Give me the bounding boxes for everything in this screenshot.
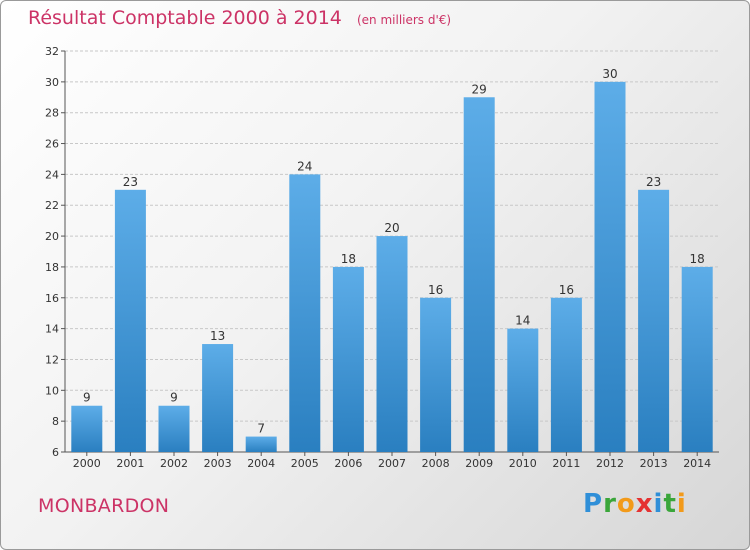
bar: [681, 266, 713, 452]
proxiti-logo: Proxiti: [583, 489, 687, 519]
bar: [158, 405, 190, 452]
x-tick-label: 2005: [291, 457, 319, 470]
data-label: 16: [428, 283, 443, 297]
x-tick-label: 2014: [683, 457, 711, 470]
y-tick-label: 30: [45, 76, 59, 89]
y-tick-label: 8: [52, 415, 59, 428]
data-label: 9: [170, 391, 178, 405]
x-tick-label: 2006: [334, 457, 362, 470]
logo-letter: r: [603, 489, 617, 519]
data-label: 23: [123, 175, 138, 189]
bar: [71, 405, 103, 452]
data-label: 30: [602, 67, 617, 81]
bar: [376, 236, 408, 452]
y-tick-label: 16: [45, 292, 59, 305]
bar: [594, 81, 626, 452]
x-tick-label: 2013: [640, 457, 668, 470]
bar: [463, 97, 495, 453]
data-label: 20: [384, 221, 399, 235]
y-tick-label: 32: [45, 45, 59, 58]
chart-unit-text: (en milliers d'€): [356, 13, 452, 27]
town-name: MONBARDON: [38, 495, 170, 517]
y-tick-label: 24: [45, 168, 59, 181]
x-tick-label: 2004: [247, 457, 275, 470]
x-tick-label: 2009: [465, 457, 493, 470]
x-tick-label: 2010: [509, 457, 537, 470]
x-tick-label: 2003: [204, 457, 232, 470]
chart-title: Résultat Comptable 2000 à 2014 (en milli…: [28, 7, 451, 29]
logo-letter: x: [635, 489, 654, 519]
data-label: 18: [341, 252, 356, 266]
y-tick-label: 18: [45, 261, 59, 274]
y-tick-label: 10: [45, 384, 59, 397]
logo-letter: i: [676, 489, 687, 519]
bar: [202, 344, 234, 452]
data-label: 23: [646, 175, 661, 189]
logo-letter: P: [583, 489, 604, 519]
bar: [114, 189, 146, 453]
bar: [332, 266, 364, 452]
x-tick-label: 2011: [552, 457, 580, 470]
bar: [420, 297, 452, 452]
y-tick-label: 6: [52, 446, 59, 459]
data-label: 13: [210, 329, 225, 343]
y-tick-label: 28: [45, 107, 59, 120]
x-tick-label: 2001: [116, 457, 144, 470]
y-tick-label: 26: [45, 138, 59, 151]
data-label: 18: [690, 252, 705, 266]
chart-title-text: Résultat Comptable 2000 à 2014: [28, 7, 342, 29]
bar: [245, 436, 277, 452]
bar: [289, 174, 321, 452]
logo-letter: i: [653, 489, 664, 519]
y-tick-label: 12: [45, 353, 59, 366]
bar: [550, 297, 582, 452]
x-tick-label: 2007: [378, 457, 406, 470]
data-label: 7: [257, 422, 265, 436]
logo-letter: t: [663, 489, 677, 519]
data-label: 16: [559, 283, 574, 297]
x-tick-label: 2000: [73, 457, 101, 470]
data-label: 9: [83, 391, 91, 405]
bar: [507, 328, 539, 452]
x-tick-label: 2012: [596, 457, 624, 470]
data-label: 24: [297, 159, 312, 173]
y-tick-label: 14: [45, 323, 59, 336]
data-label: 14: [515, 314, 530, 328]
bar: [638, 189, 670, 453]
x-tick-label: 2002: [160, 457, 188, 470]
y-tick-label: 20: [45, 230, 59, 243]
y-tick-label: 22: [45, 199, 59, 212]
logo-letter: o: [616, 489, 636, 519]
x-tick-label: 2008: [422, 457, 450, 470]
data-label: 29: [472, 82, 487, 96]
